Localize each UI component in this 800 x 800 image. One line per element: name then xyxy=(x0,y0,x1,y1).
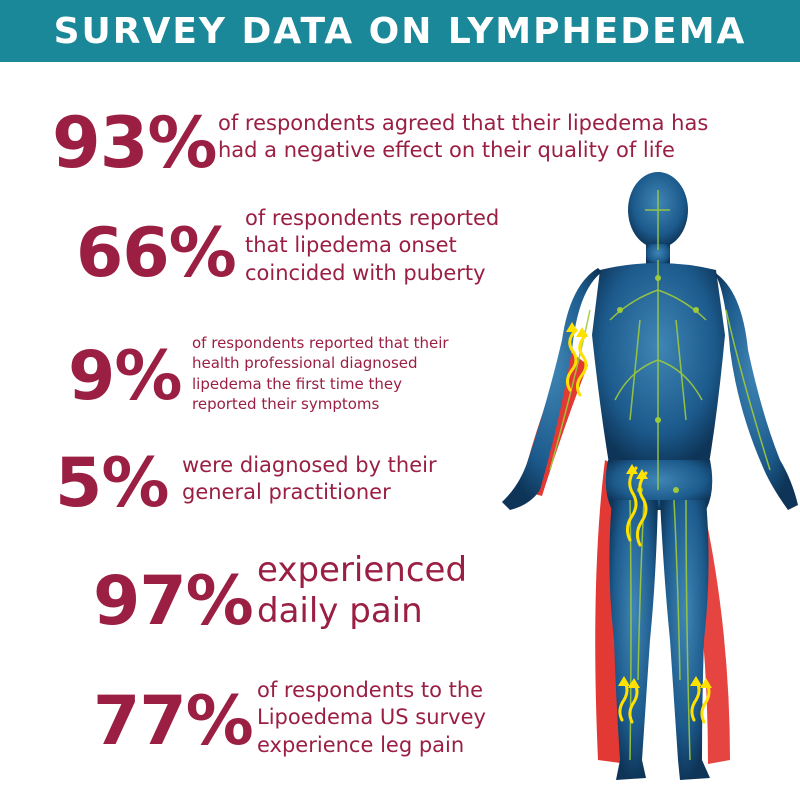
stat-text-puberty: of respondents reported that lipedema on… xyxy=(245,206,500,285)
stat-value-first-diagnosis: 9% xyxy=(68,337,182,416)
stat-value-puberty: 66% xyxy=(76,214,237,293)
stat-text-general-practitioner: were diagnosed by their general practiti… xyxy=(182,453,437,505)
stat-text-leg-pain: of respondents to the Lipoedema US surve… xyxy=(257,678,486,757)
human-lymphatic-body-icon xyxy=(502,172,798,780)
stat-text-quality-of-life: of respondents agreed that their lipedem… xyxy=(218,111,709,163)
stat-value-daily-pain: 97% xyxy=(93,562,254,641)
stat-value-quality-of-life: 93% xyxy=(52,102,218,184)
page-title: SURVEY DATA ON LYMPHEDEMA xyxy=(53,10,747,52)
stat-text-daily-pain: experienced daily pain xyxy=(257,550,468,632)
header-banner: SURVEY DATA ON LYMPHEDEMA xyxy=(0,0,800,62)
stat-value-leg-pain: 77% xyxy=(93,682,254,761)
stat-value-general-practitioner: 5% xyxy=(55,444,169,523)
stat-text-first-diagnosis: of respondents reported that their healt… xyxy=(192,334,449,413)
